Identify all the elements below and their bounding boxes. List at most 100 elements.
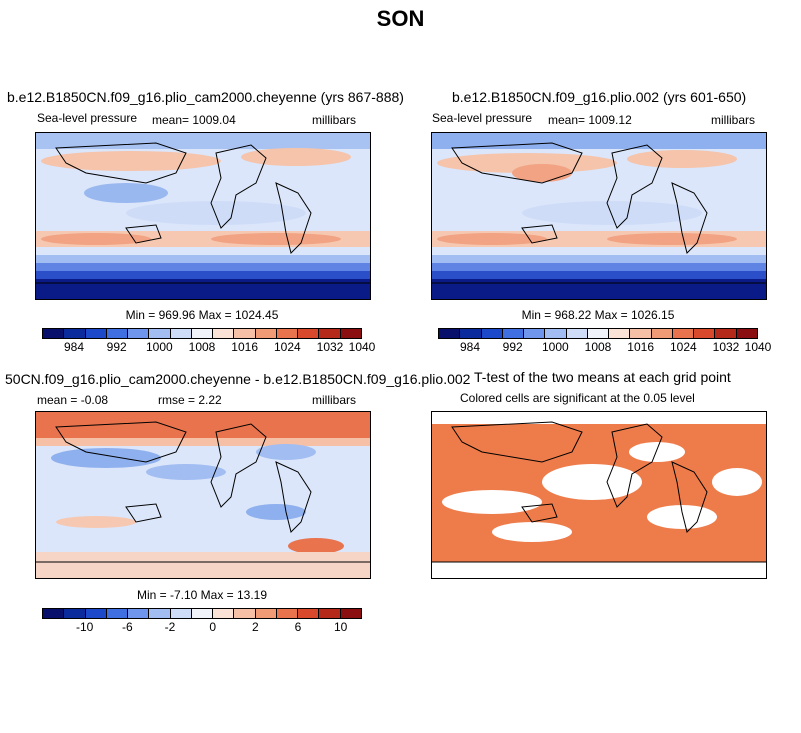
panel3-minmax: Min = -7.10 Max = 13.19 <box>136 588 268 602</box>
panel2-variable: Sea-level pressure <box>432 111 533 125</box>
colorbar-swatch <box>106 609 129 618</box>
colorbar-swatch <box>715 329 737 338</box>
colorbar-swatch <box>672 329 695 338</box>
panel4-map-graphic <box>432 412 766 578</box>
colorbar-3-ticks: -10 -6 -2 0 2 6 10 <box>42 620 362 636</box>
colorbar-swatch <box>234 329 256 338</box>
colorbar-tick-label: 1008 <box>584 340 612 354</box>
colorbar-tick-label: 1000 <box>145 340 173 354</box>
colorbar-swatch <box>736 329 757 338</box>
panel1-mean: mean= 1009.04 <box>152 113 236 127</box>
colorbar-swatch <box>191 329 214 338</box>
colorbar-swatch <box>128 329 150 338</box>
panel2-title: b.e12.B1850CN.f09_g16.plio.002 (yrs 601-… <box>452 89 747 105</box>
colorbar-tick-label: -6 <box>121 620 133 634</box>
colorbar-swatch <box>234 609 256 618</box>
colorbar-tick-label: 984 <box>459 340 481 354</box>
colorbar-swatch <box>43 329 65 338</box>
colorbar-1 <box>42 328 362 339</box>
panel3-map-graphic <box>36 412 370 578</box>
colorbar-tick-label: 1040 <box>348 340 376 354</box>
colorbar-swatch <box>587 329 610 338</box>
colorbar-tick-label: 6 <box>294 620 302 634</box>
colorbar-swatch <box>298 609 320 618</box>
colorbar-swatch <box>340 609 361 618</box>
panel1-units: millibars <box>312 113 357 127</box>
panel3-title: 50CN.f09_g16.plio_cam2000.cheyenne - b.e… <box>5 371 471 387</box>
colorbar-tick-label: 1040 <box>744 340 772 354</box>
colorbar-swatch <box>85 609 107 618</box>
colorbar-swatch <box>651 329 673 338</box>
colorbar-swatch <box>213 329 235 338</box>
colorbar-swatch <box>64 609 86 618</box>
colorbar-swatch <box>276 329 299 338</box>
colorbar-swatch <box>170 329 192 338</box>
colorbar-tick-label: 1016 <box>231 340 259 354</box>
colorbar-swatch <box>85 329 107 338</box>
colorbar-swatch <box>64 329 86 338</box>
colorbar-swatch <box>319 329 341 338</box>
panel3-units: millibars <box>312 393 357 407</box>
panel2-minmax: Min = 968.22 Max = 1026.15 <box>521 308 675 322</box>
colorbar-tick-label: 1024 <box>669 340 697 354</box>
colorbar-swatch <box>439 329 461 338</box>
colorbar-2-ticks: 984 992 1000 1008 1016 1024 1032 1040 <box>438 340 771 356</box>
colorbar-tick-label: -10 <box>75 620 94 634</box>
colorbar-swatch <box>106 329 129 338</box>
colorbar-tick-label: 2 <box>251 620 259 634</box>
panel1-map <box>35 132 371 300</box>
colorbar-swatch <box>128 609 150 618</box>
colorbar-tick-label: 1016 <box>627 340 655 354</box>
colorbar-tick-label: 984 <box>63 340 85 354</box>
panel2-mean: mean= 1009.12 <box>548 113 632 127</box>
colorbar-3 <box>42 608 362 619</box>
colorbar-swatch <box>481 329 503 338</box>
colorbar-swatch <box>694 329 716 338</box>
colorbar-tick-label: 992 <box>106 340 127 354</box>
panel1-minmax: Min = 969.96 Max = 1024.45 <box>125 308 279 322</box>
panel4-subtitle: Colored cells are significant at the 0.0… <box>460 391 695 405</box>
panel2-map-graphic <box>432 133 766 299</box>
colorbar-tick-label: 1032 <box>316 340 344 354</box>
colorbar-tick-label: 992 <box>502 340 523 354</box>
panel2-units: millibars <box>711 113 756 127</box>
colorbar-swatch <box>170 609 192 618</box>
colorbar-swatch <box>213 609 235 618</box>
colorbar-swatch <box>149 609 171 618</box>
colorbar-tick-label: 1032 <box>712 340 740 354</box>
colorbar-swatch <box>340 329 361 338</box>
colorbar-swatch <box>191 609 214 618</box>
panel1-title: b.e12.B1850CN.f09_g16.plio_cam2000.cheye… <box>7 89 404 105</box>
colorbar-tick-label: 0 <box>209 620 216 634</box>
colorbar-swatch <box>298 329 320 338</box>
panel4-title: T-test of the two means at each grid poi… <box>474 369 731 385</box>
colorbar-swatch <box>460 329 482 338</box>
colorbar-swatch <box>149 329 171 338</box>
colorbar-tick-label: -2 <box>164 620 176 634</box>
colorbar-1-ticks: 984 992 1000 1008 1016 1024 1032 1040 <box>42 340 375 356</box>
colorbar-swatch <box>545 329 567 338</box>
page-title: SON <box>376 6 425 31</box>
colorbar-swatch <box>43 609 65 618</box>
colorbar-swatch <box>319 609 341 618</box>
colorbar-tick-label: 1000 <box>541 340 569 354</box>
colorbar-swatch <box>566 329 588 338</box>
colorbar-tick-label: 1024 <box>273 340 301 354</box>
panel3-mean: mean = -0.08 <box>37 393 109 407</box>
colorbar-tick-label: 10 <box>333 620 348 634</box>
panel1-variable: Sea-level pressure <box>37 111 138 125</box>
colorbar-swatch <box>502 329 525 338</box>
colorbar-swatch <box>276 609 299 618</box>
colorbar-swatch <box>630 329 652 338</box>
panel4-map <box>431 411 767 579</box>
colorbar-swatch <box>524 329 546 338</box>
panel3-rmse: rmse = 2.22 <box>158 393 222 407</box>
panel2-map <box>431 132 767 300</box>
colorbar-2 <box>438 328 758 339</box>
colorbar-swatch <box>255 609 277 618</box>
panel1-map-graphic <box>36 133 370 299</box>
colorbar-swatch <box>609 329 631 338</box>
colorbar-tick-label: 1008 <box>188 340 216 354</box>
colorbar-swatch <box>255 329 277 338</box>
panel3-map <box>35 411 371 579</box>
